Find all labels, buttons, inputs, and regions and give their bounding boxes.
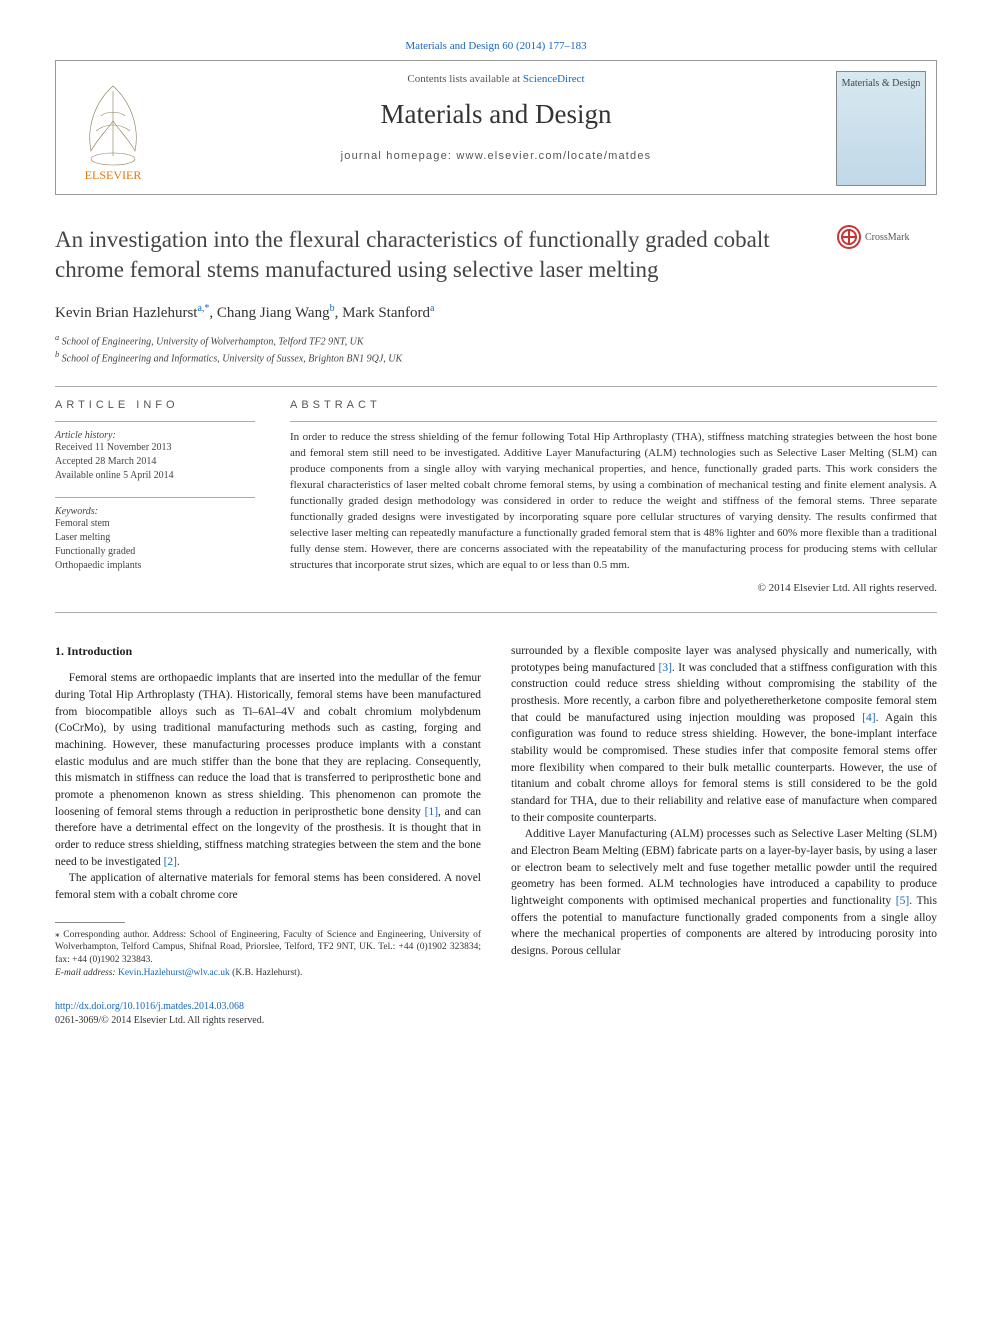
affiliations: a School of Engineering, University of W… (55, 332, 937, 367)
divider (55, 612, 937, 613)
keyword: Laser melting (55, 531, 255, 545)
body-paragraph: surrounded by a flexible composite layer… (511, 643, 937, 826)
divider (55, 386, 937, 387)
accepted-date: Accepted 28 March 2014 (55, 455, 255, 469)
sciencedirect-link[interactable]: ScienceDirect (523, 73, 585, 85)
citation-link[interactable]: [3] (659, 662, 672, 674)
history-label: Article history: (55, 430, 255, 441)
citation-link[interactable]: [2] (164, 856, 177, 868)
abstract-copyright: © 2014 Elsevier Ltd. All rights reserved… (290, 582, 937, 594)
elsevier-logo: ELSEVIER (66, 71, 161, 186)
journal-name: Materials and Design (56, 99, 936, 130)
author-1[interactable]: Kevin Brian Hazlehurst (55, 305, 197, 321)
abstract-heading: ABSTRACT (290, 399, 937, 411)
keywords-label: Keywords: (55, 506, 255, 517)
author-2[interactable]: Chang Jiang Wang (217, 305, 330, 321)
received-date: Received 11 November 2013 (55, 441, 255, 455)
journal-header: ELSEVIER Contents lists available at Sci… (55, 60, 937, 195)
paper-title: An investigation into the flexural chara… (55, 225, 937, 285)
article-info-heading: ARTICLE INFO (55, 399, 255, 411)
doi-link[interactable]: http://dx.doi.org/10.1016/j.matdes.2014.… (55, 1001, 244, 1012)
corresponding-author-footnote: ⁎ Corresponding author. Address: School … (55, 929, 481, 967)
crossmark-badge[interactable]: CrossMark (837, 225, 937, 253)
online-date: Available online 5 April 2014 (55, 469, 255, 483)
author-3[interactable]: Mark Stanford (342, 305, 430, 321)
body-paragraph: Additive Layer Manufacturing (ALM) proce… (511, 826, 937, 959)
keyword: Femoral stem (55, 517, 255, 531)
body-paragraph: Femoral stems are orthopaedic implants t… (55, 670, 481, 870)
citation-link[interactable]: [1] (425, 806, 438, 818)
keyword: Functionally graded (55, 545, 255, 559)
crossmark-icon (837, 225, 861, 249)
journal-homepage-url[interactable]: www.elsevier.com/locate/matdes (456, 150, 651, 162)
keyword: Orthopaedic implants (55, 559, 255, 573)
left-column: 1. Introduction Femoral stems are orthop… (55, 643, 481, 1029)
body-paragraph: The application of alternative materials… (55, 870, 481, 903)
issn-copyright: 0261-3069/© 2014 Elsevier Ltd. All right… (55, 1014, 481, 1029)
journal-homepage-line: journal homepage: www.elsevier.com/locat… (56, 150, 936, 162)
authors-line: Kevin Brian Hazlehursta,*, Chang Jiang W… (55, 303, 937, 322)
email-link[interactable]: Kevin.Hazlehurst@wlv.ac.uk (118, 968, 230, 978)
footnote-separator (55, 922, 125, 923)
abstract-text: In order to reduce the stress shielding … (290, 430, 937, 573)
section-heading-intro: 1. Introduction (55, 643, 481, 660)
elsevier-wordmark: ELSEVIER (85, 168, 142, 182)
citation-link[interactable]: [4] (862, 712, 875, 724)
right-column: surrounded by a flexible composite layer… (511, 643, 937, 1029)
journal-cover-thumbnail: Materials & Design (836, 71, 926, 186)
email-footnote: E-mail address: Kevin.Hazlehurst@wlv.ac.… (55, 967, 481, 980)
citation-link[interactable]: [5] (896, 895, 909, 907)
journal-issue-link[interactable]: Materials and Design 60 (2014) 177–183 (55, 40, 937, 52)
contents-lists-line: Contents lists available at ScienceDirec… (56, 61, 936, 85)
